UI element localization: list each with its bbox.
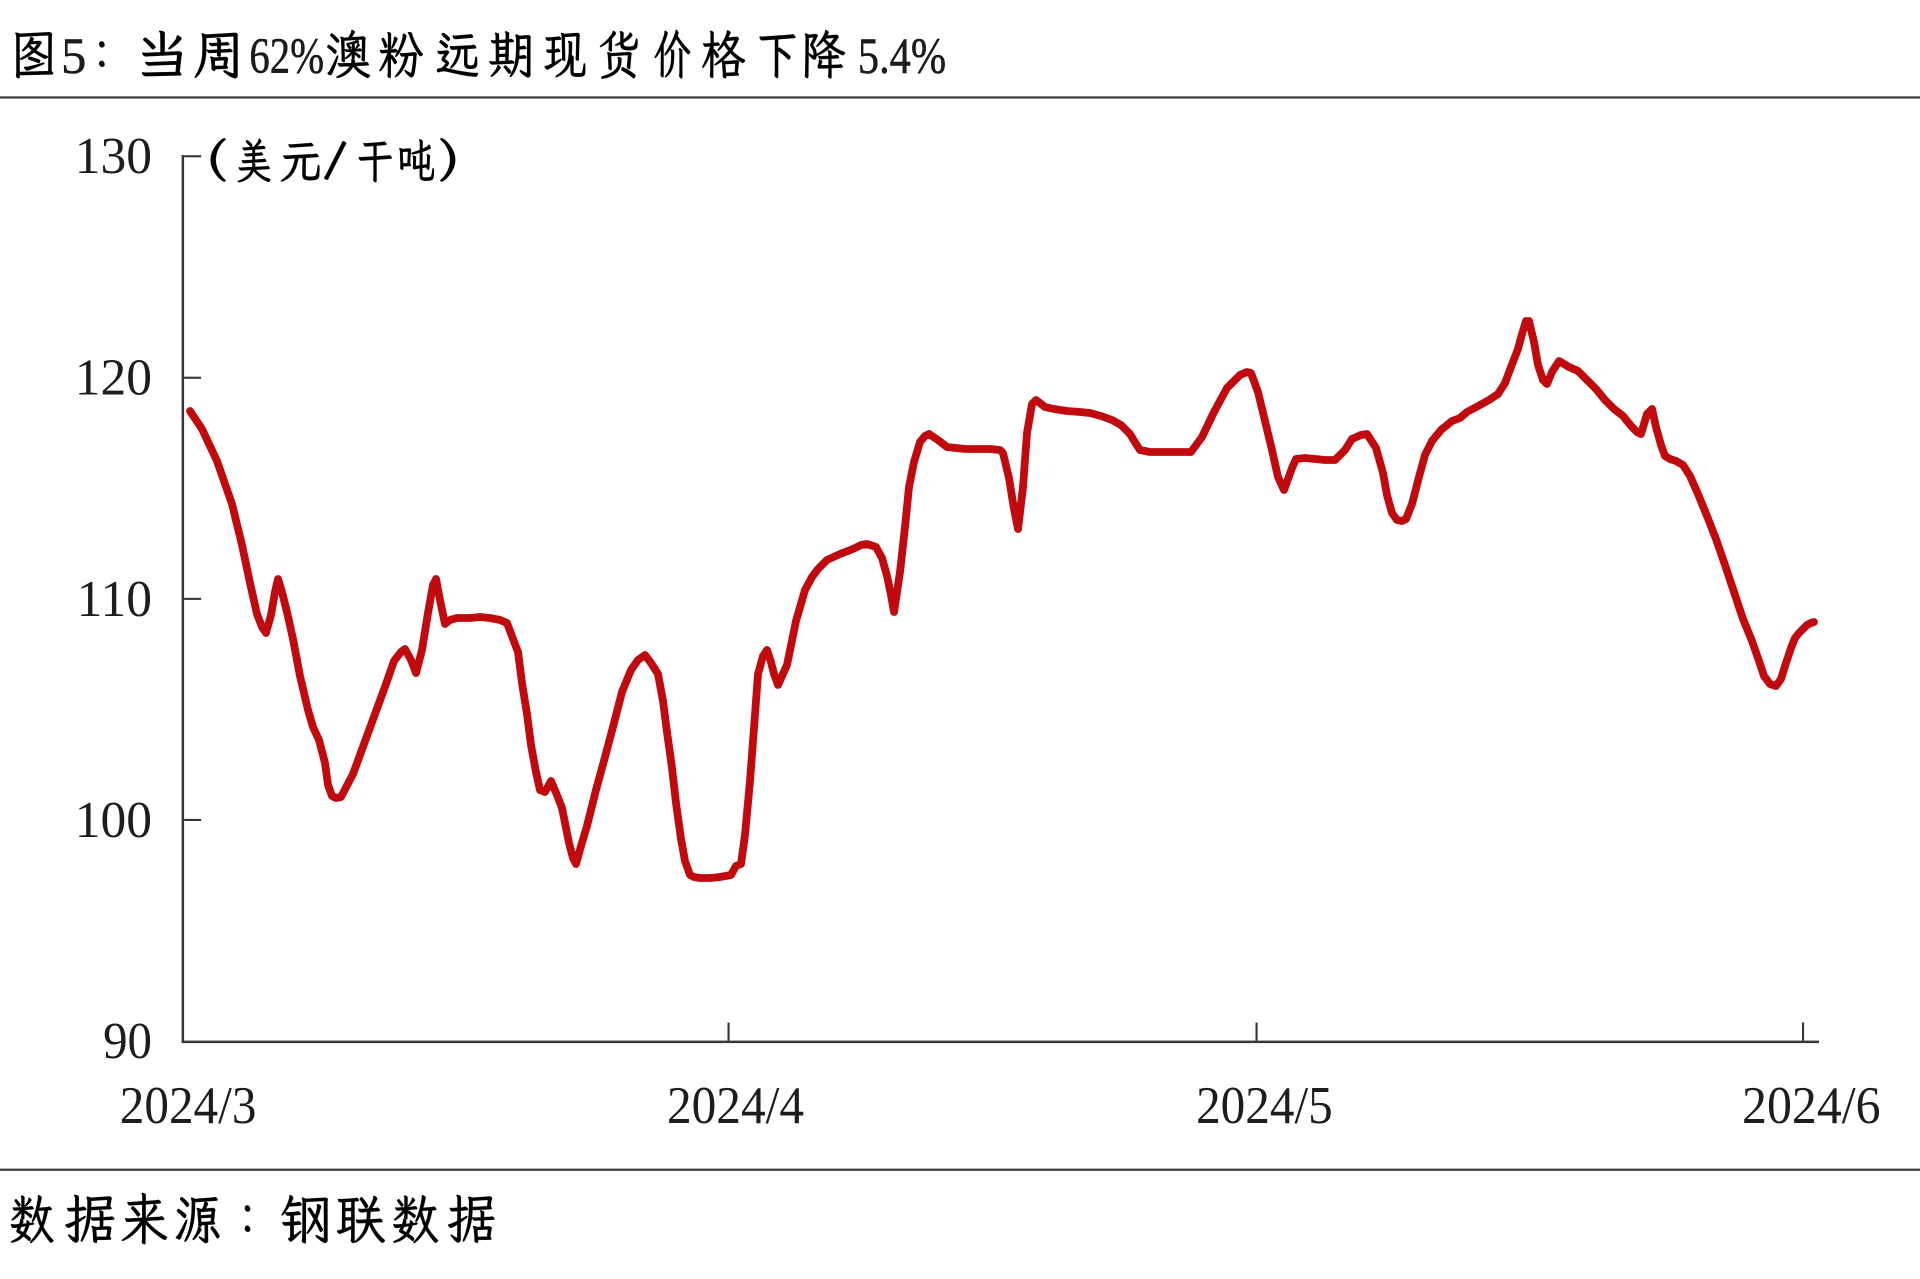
svg-text:2024/3: 2024/3 bbox=[120, 1077, 257, 1135]
svg-text:110: 110 bbox=[77, 571, 152, 628]
svg-text:100: 100 bbox=[75, 792, 152, 849]
svg-text:130: 130 bbox=[75, 128, 152, 185]
svg-text:5.4%: 5.4% bbox=[858, 28, 946, 85]
svg-text:90: 90 bbox=[103, 1012, 152, 1069]
svg-text:2024/4: 2024/4 bbox=[667, 1077, 804, 1135]
svg-text:62%: 62% bbox=[249, 28, 324, 84]
svg-text:2024/5: 2024/5 bbox=[1196, 1077, 1333, 1135]
svg-text:5: 5 bbox=[61, 28, 86, 84]
svg-text:120: 120 bbox=[75, 350, 152, 407]
svg-text:2024/6: 2024/6 bbox=[1742, 1077, 1881, 1135]
